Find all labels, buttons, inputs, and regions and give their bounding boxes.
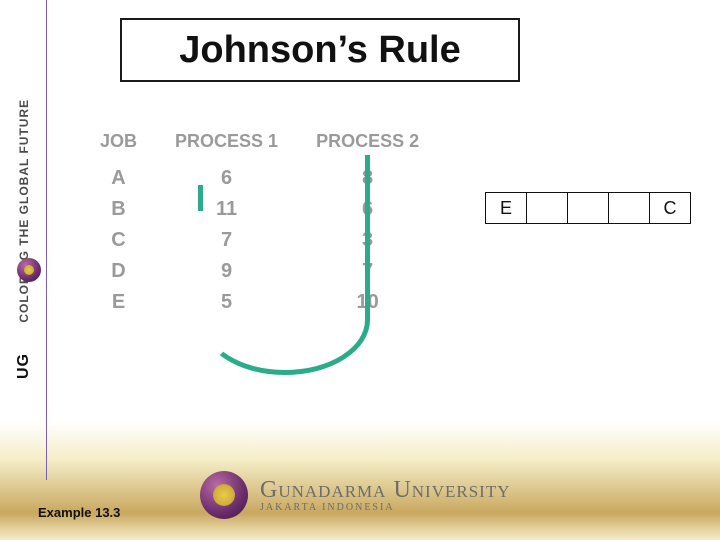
university-crest-icon [200,471,248,519]
rail-caption: COLORING THE GLOBAL FUTURE [17,99,31,323]
vertical-divider [46,0,47,480]
rail-crest-icon [17,258,41,282]
col-job: JOB [82,127,155,162]
university-name: Gunadarma University [260,477,511,504]
brand-ug: UG [15,353,32,379]
sequence-boxes: E C [486,192,691,224]
selection-arc [200,155,370,375]
page-title: Johnson’s Rule [179,29,461,72]
seq-cell-3 [567,192,609,224]
example-label: Example 13.3 [38,505,120,520]
slide: UG COLORING THE GLOBAL FUTURE Johnson’s … [0,0,720,540]
title-box: Johnson’s Rule [120,18,520,82]
university-text: Gunadarma University JAKARTA INDONESIA [260,477,511,513]
seq-cell-1: E [485,192,527,224]
university-branding: Gunadarma University JAKARTA INDONESIA [200,460,600,530]
seq-cell-5: C [649,192,691,224]
seq-cell-2 [526,192,568,224]
selection-arc-stub [198,185,203,211]
seq-cell-4 [608,192,650,224]
